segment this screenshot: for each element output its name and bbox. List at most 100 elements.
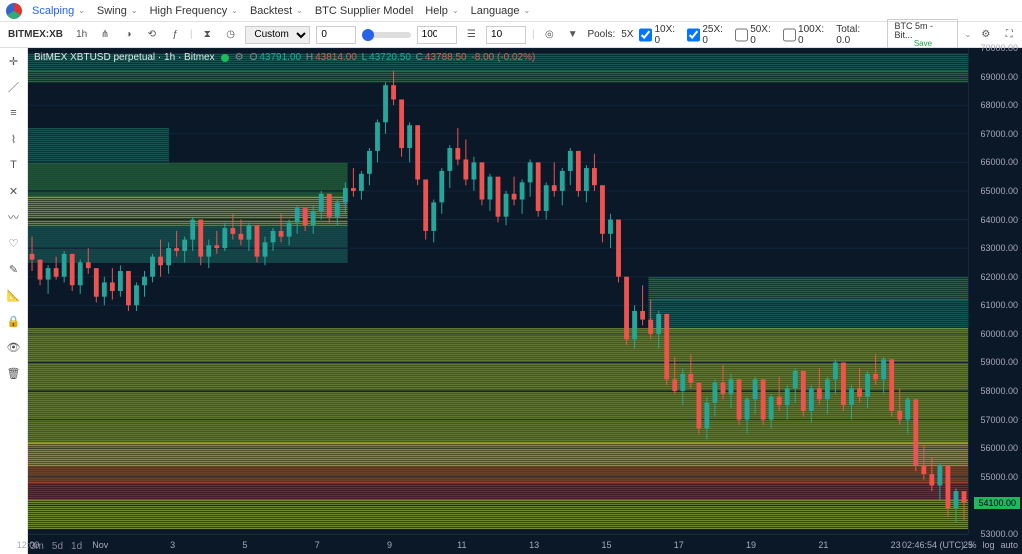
clock-label: 02:46:54 (UTC): [902, 540, 964, 550]
ylabel: 64000.00: [980, 215, 1018, 225]
pools-group: Pools: 5X 10X: 0 25X: 0 50X: 0 100X: 0: [587, 24, 830, 46]
ylabel: 56000.00: [980, 443, 1018, 453]
total-label: Total: 0.0: [836, 24, 875, 46]
chart-header: BitMEX XBTUSD perpetual · 1h · Bitmex ⚙ …: [34, 52, 537, 63]
draw-tool-7[interactable]: ♡: [5, 234, 23, 252]
layout-dropdown[interactable]: BTC 5m - Bit... Save: [887, 19, 958, 51]
xlabel: 7: [315, 540, 320, 550]
param3-input[interactable]: [486, 26, 526, 44]
draw-tool-0[interactable]: ✛: [5, 52, 23, 70]
fullscreen-icon[interactable]: ⛶: [1001, 26, 1018, 44]
draw-tool-2[interactable]: ≡: [5, 104, 23, 122]
opacity-slider[interactable]: [362, 32, 410, 38]
symbol-label[interactable]: BITMEX:XB: [4, 29, 67, 40]
menu-btc-supplier-model[interactable]: BTC Supplier Model: [309, 3, 419, 19]
timeframe-bar: 3m 5d 1d: [30, 541, 82, 552]
xlabel: 5: [242, 540, 247, 550]
axis-controls: % logauto: [968, 540, 1018, 550]
pool-5X[interactable]: 5X: [621, 24, 633, 46]
main-toolbar: BITMEX:XB 1h ⋔ ◑ ⟲ ƒ | ⧗ ◷ Custom ☰ | ◎ …: [0, 22, 1022, 48]
tf-5d[interactable]: 5d: [52, 541, 63, 552]
draw-tool-3[interactable]: ⌇: [5, 130, 23, 148]
app-logo-icon: [6, 3, 22, 19]
draw-tool-5[interactable]: ✕: [5, 182, 23, 200]
hourglass-icon[interactable]: ⧗: [199, 26, 216, 44]
ylabel: 58000.00: [980, 386, 1018, 396]
chart-title: BitMEX XBTUSD perpetual · 1h · Bitmex: [34, 52, 215, 63]
ylabel: 55000.00: [980, 472, 1018, 482]
xlabel: 19: [746, 540, 756, 550]
menu-help[interactable]: Help⌄: [419, 3, 464, 19]
xlabel: 17: [674, 540, 684, 550]
ylabel: 65000.00: [980, 186, 1018, 196]
interval-button[interactable]: 1h: [73, 26, 90, 44]
menu-scalping[interactable]: Scalping⌄: [26, 3, 91, 19]
layers-icon[interactable]: ☰: [463, 26, 480, 44]
axctl-log[interactable]: log: [982, 540, 994, 550]
drawing-toolbar: ✛ ／ ≡ ⌇ T ✕ 〰 ♡ ✎ 📐 🔒 👁 🗑: [0, 48, 28, 554]
ohlc-readout: O43791.00 H43814.00 L43720.50 C43788.50 …: [250, 52, 538, 63]
ylabel: 67000.00: [980, 129, 1018, 139]
x-axis[interactable]: 12:00Nov35791113151719212325: [28, 534, 968, 554]
indicators-icon[interactable]: ƒ: [167, 26, 184, 44]
draw-tool-8[interactable]: ✎: [5, 260, 23, 278]
top-menubar: Scalping⌄Swing⌄High Frequency⌄Backtest⌄B…: [0, 0, 1022, 22]
pool-10X0[interactable]: 10X: 0: [639, 24, 681, 46]
menu-language[interactable]: Language⌄: [465, 3, 537, 19]
ylabel: 62000.00: [980, 272, 1018, 282]
target-icon[interactable]: ◎: [541, 26, 558, 44]
xlabel: 21: [818, 540, 828, 550]
clock-icon[interactable]: ◷: [222, 26, 239, 44]
draw-tool-9[interactable]: 📐: [5, 286, 23, 304]
compare-icon[interactable]: ◑: [120, 26, 137, 44]
chart-area[interactable]: BitMEX XBTUSD perpetual · 1h · Bitmex ⚙ …: [28, 48, 1022, 554]
xlabel: 15: [601, 540, 611, 550]
ylabel: 53000.00: [980, 529, 1018, 539]
price-chart-canvas[interactable]: [28, 48, 968, 534]
last-price-tag: 54100.00: [974, 497, 1020, 509]
pool-50X0[interactable]: 50X: 0: [735, 24, 777, 46]
draw-tool-12[interactable]: 🗑: [5, 364, 23, 382]
param2-input[interactable]: [417, 26, 457, 44]
filter-icon[interactable]: ▼: [564, 26, 581, 44]
param1-input[interactable]: [316, 26, 356, 44]
axctl-auto[interactable]: auto: [1000, 540, 1018, 550]
xlabel: 9: [387, 540, 392, 550]
pools-label: Pools:: [587, 29, 615, 40]
ylabel: 60000.00: [980, 329, 1018, 339]
status-dot-icon: [221, 54, 229, 62]
xlabel: Nov: [92, 540, 108, 550]
menu-backtest[interactable]: Backtest⌄: [244, 3, 309, 19]
xlabel: 13: [529, 540, 539, 550]
layout-chevron-icon[interactable]: ⌄: [964, 30, 971, 39]
y-axis[interactable]: 53000.0054000.0055000.0056000.0057000.00…: [968, 48, 1022, 534]
xlabel: 3: [170, 540, 175, 550]
settings-gear-icon[interactable]: ⚙: [977, 26, 994, 44]
ylabel: 69000.00: [980, 72, 1018, 82]
ylabel: 63000.00: [980, 243, 1018, 253]
tf-1d[interactable]: 1d: [71, 541, 82, 552]
ylabel: 66000.00: [980, 157, 1018, 167]
ylabel: 68000.00: [980, 100, 1018, 110]
axctl-%[interactable]: %: [968, 540, 976, 550]
draw-tool-10[interactable]: 🔒: [5, 312, 23, 330]
pool-25X0[interactable]: 25X: 0: [687, 24, 729, 46]
refresh-icon[interactable]: ⟲: [143, 26, 160, 44]
xlabel: 23: [891, 540, 901, 550]
pool-100X0[interactable]: 100X: 0: [783, 24, 830, 46]
chart-settings-icon[interactable]: ⚙: [235, 52, 244, 63]
draw-tool-11[interactable]: 👁: [5, 338, 23, 356]
draw-tool-6[interactable]: 〰: [5, 208, 23, 226]
ylabel: 57000.00: [980, 415, 1018, 425]
ylabel: 61000.00: [980, 300, 1018, 310]
candle-style-icon[interactable]: ⋔: [96, 26, 113, 44]
xlabel: 11: [457, 540, 466, 550]
draw-tool-4[interactable]: T: [5, 156, 23, 174]
ylabel: 70000.00: [980, 43, 1018, 53]
menu-swing[interactable]: Swing⌄: [91, 3, 144, 19]
custom-select[interactable]: Custom: [245, 26, 310, 44]
ylabel: 59000.00: [980, 357, 1018, 367]
menu-high-frequency[interactable]: High Frequency⌄: [144, 3, 244, 19]
draw-tool-1[interactable]: ／: [5, 78, 23, 96]
tf-3m[interactable]: 3m: [30, 541, 44, 552]
